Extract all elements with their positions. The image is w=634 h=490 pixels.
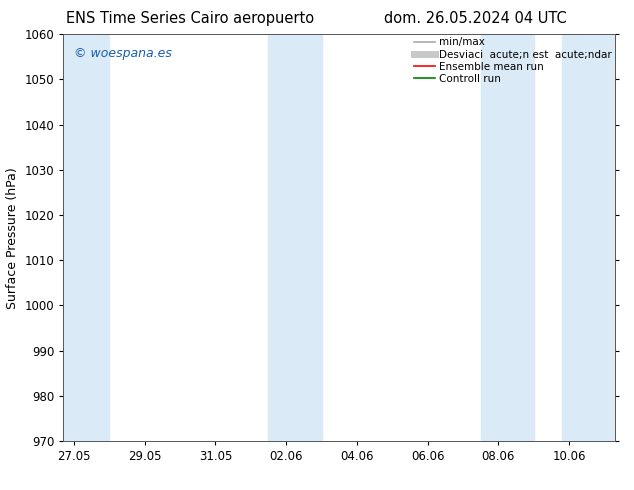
Bar	[481, 34, 534, 441]
Text: © woespana.es: © woespana.es	[74, 47, 172, 59]
Text: dom. 26.05.2024 04 UTC: dom. 26.05.2024 04 UTC	[384, 11, 567, 26]
Bar	[63, 34, 110, 441]
Legend: min/max, Desviaci  acute;n est  acute;ndar, Ensemble mean run, Controll run: min/max, Desviaci acute;n est acute;ndar…	[414, 37, 612, 84]
Bar	[562, 34, 615, 441]
Text: ENS Time Series Cairo aeropuerto: ENS Time Series Cairo aeropuerto	[66, 11, 314, 26]
Bar	[268, 34, 321, 441]
Y-axis label: Surface Pressure (hPa): Surface Pressure (hPa)	[6, 167, 19, 309]
